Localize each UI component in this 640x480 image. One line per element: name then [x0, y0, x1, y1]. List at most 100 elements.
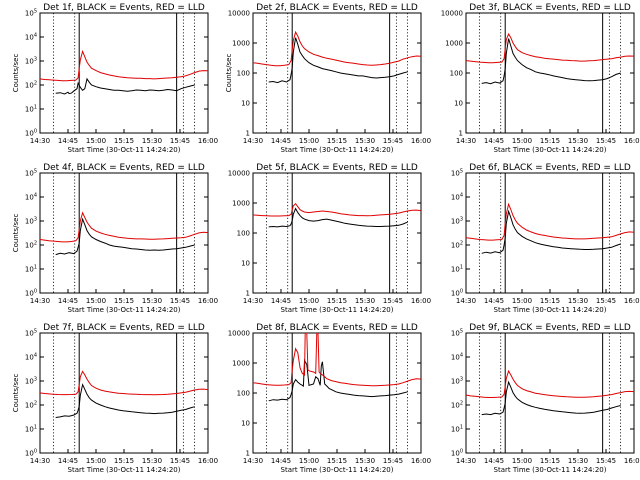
- x-tick-label: 15:00: [512, 457, 532, 465]
- black-events-series-line: [268, 207, 408, 228]
- x-tick-label: 15:30: [355, 297, 375, 305]
- detector-panel: Det 2f, BLACK = Events, RED = LLD 1 10 100 1…: [225, 3, 431, 154]
- x-tick-label: 14:30: [456, 457, 476, 465]
- y-tick-label: 100: [451, 289, 463, 298]
- y-tick-label: 103: [25, 57, 37, 66]
- x-axis-label: Start Time (30-Oct-11 14:24:20): [494, 466, 607, 474]
- x-tick-label: 15:30: [142, 297, 162, 305]
- x-tick-label: 15:45: [170, 137, 190, 145]
- x-axis-label: Start Time (30-Oct-11 14:24:20): [281, 466, 394, 474]
- x-tick-label: 14:30: [456, 297, 476, 305]
- y-tick-label: 103: [25, 377, 37, 386]
- x-axis-label: Start Time (30-Oct-11 14:24:20): [494, 146, 607, 154]
- x-tick-label: 15:45: [596, 297, 616, 305]
- x-tick-label: 14:30: [30, 297, 50, 305]
- x-tick-label: 15:15: [540, 297, 560, 305]
- black-events-series-line: [55, 217, 195, 256]
- y-tick-label: 1000: [445, 40, 463, 48]
- y-tick-label: 1: [246, 290, 250, 298]
- x-tick-label: 14:30: [456, 137, 476, 145]
- x-axis-label: Start Time (30-Oct-11 14:24:20): [494, 306, 607, 314]
- y-tick-label: 102: [451, 241, 463, 250]
- x-tick-label: 15:15: [540, 137, 560, 145]
- plot-frame: [252, 12, 422, 134]
- x-tick-label: 15:00: [299, 137, 319, 145]
- x-tick-label: 15:00: [512, 297, 532, 305]
- y-axis-label: Counts/sec: [12, 374, 20, 413]
- x-tick-label: 15:45: [596, 137, 616, 145]
- x-tick-label: 14:45: [484, 137, 504, 145]
- x-tick-label: 15:45: [170, 297, 190, 305]
- red-lld-series-line: [40, 370, 208, 396]
- y-tick-label: 100: [25, 289, 37, 298]
- y-tick-label: 104: [25, 193, 37, 202]
- x-tick-label: 15:30: [568, 297, 588, 305]
- plot-frame: [465, 172, 635, 294]
- y-tick-label: 1: [246, 130, 250, 138]
- detector-panel: Det 1f, BLACK = Events, RED = LLD 100 101 1…: [12, 3, 218, 154]
- black-events-series-line: [481, 380, 621, 416]
- x-tick-label: 15:15: [327, 457, 347, 465]
- y-axis-label: Counts/sec: [225, 54, 233, 93]
- detector-panel: Det 7f, BLACK = Events, RED = LLD 100 101 1…: [12, 323, 218, 474]
- x-tick-label: 16:00: [198, 297, 218, 305]
- panel-title: Det 3f, BLACK = Events, RED = LLD: [469, 3, 631, 13]
- detector-panel: Det 3f, BLACK = Events, RED = LLD 1 10 100 1…: [441, 3, 640, 154]
- red-lld-series-line: [253, 333, 421, 387]
- black-events-series-line: [481, 209, 621, 254]
- x-tick-label: 15:45: [383, 297, 403, 305]
- red-lld-series-line: [253, 30, 421, 67]
- red-lld-series-line: [466, 202, 634, 241]
- plot-frame: [465, 12, 635, 134]
- y-tick-label: 102: [25, 81, 37, 90]
- panel-title: Det 2f, BLACK = Events, RED = LLD: [256, 3, 418, 13]
- x-tick-label: 14:45: [484, 297, 504, 305]
- y-tick-label: 10000: [441, 10, 463, 18]
- x-tick-label: 15:00: [86, 457, 106, 465]
- x-tick-label: 14:45: [58, 457, 78, 465]
- x-axis-label: Start Time (30-Oct-11 14:24:20): [68, 306, 181, 314]
- panel-title: Det 7f, BLACK = Events, RED = LLD: [43, 323, 205, 333]
- x-tick-label: 14:45: [58, 297, 78, 305]
- y-tick-label: 103: [25, 217, 37, 226]
- panel-title: Det 8f, BLACK = Events, RED = LLD: [256, 323, 418, 333]
- x-tick-label: 16:00: [198, 457, 218, 465]
- x-tick-label: 15:15: [540, 457, 560, 465]
- x-tick-label: 15:00: [86, 297, 106, 305]
- red-lld-series-line: [466, 369, 634, 398]
- y-tick-label: 100: [237, 390, 250, 398]
- y-tick-label: 103: [451, 377, 463, 386]
- x-axis-label: Start Time (30-Oct-11 14:24:20): [68, 466, 181, 474]
- detector-panel: Det 4f, BLACK = Events, RED = LLD 100 101 1…: [12, 163, 218, 314]
- y-axis-label: Counts/sec: [12, 54, 20, 93]
- x-tick-label: 14:45: [484, 457, 504, 465]
- x-tick-label: 16:00: [411, 137, 431, 145]
- y-axis-label: Counts/sec: [12, 214, 20, 253]
- y-tick-label: 10000: [228, 170, 250, 178]
- y-tick-label: 102: [25, 241, 37, 250]
- x-tick-label: 14:45: [271, 137, 291, 145]
- y-tick-label: 105: [25, 169, 37, 178]
- x-tick-label: 15:45: [596, 457, 616, 465]
- panel-title: Det 4f, BLACK = Events, RED = LLD: [43, 163, 205, 173]
- x-tick-label: 14:45: [58, 137, 78, 145]
- x-tick-label: 15:30: [568, 137, 588, 145]
- black-events-series-line: [268, 358, 408, 402]
- x-tick-label: 14:30: [30, 137, 50, 145]
- x-tick-label: 16:00: [411, 297, 431, 305]
- panel-title: Det 9f, BLACK = Events, RED = LLD: [469, 323, 631, 333]
- y-tick-label: 100: [237, 230, 250, 238]
- black-events-series-line: [268, 37, 408, 84]
- y-tick-label: 105: [451, 329, 463, 338]
- x-tick-label: 15:30: [568, 457, 588, 465]
- black-events-series-line: [481, 38, 621, 85]
- y-tick-label: 101: [25, 265, 37, 274]
- y-tick-label: 10: [454, 100, 463, 108]
- x-tick-label: 15:45: [383, 457, 403, 465]
- x-axis-label: Start Time (30-Oct-11 14:24:20): [281, 146, 394, 154]
- y-tick-label: 101: [451, 425, 463, 434]
- y-tick-label: 10: [241, 420, 250, 428]
- y-tick-label: 102: [451, 401, 463, 410]
- y-tick-label: 10: [241, 100, 250, 108]
